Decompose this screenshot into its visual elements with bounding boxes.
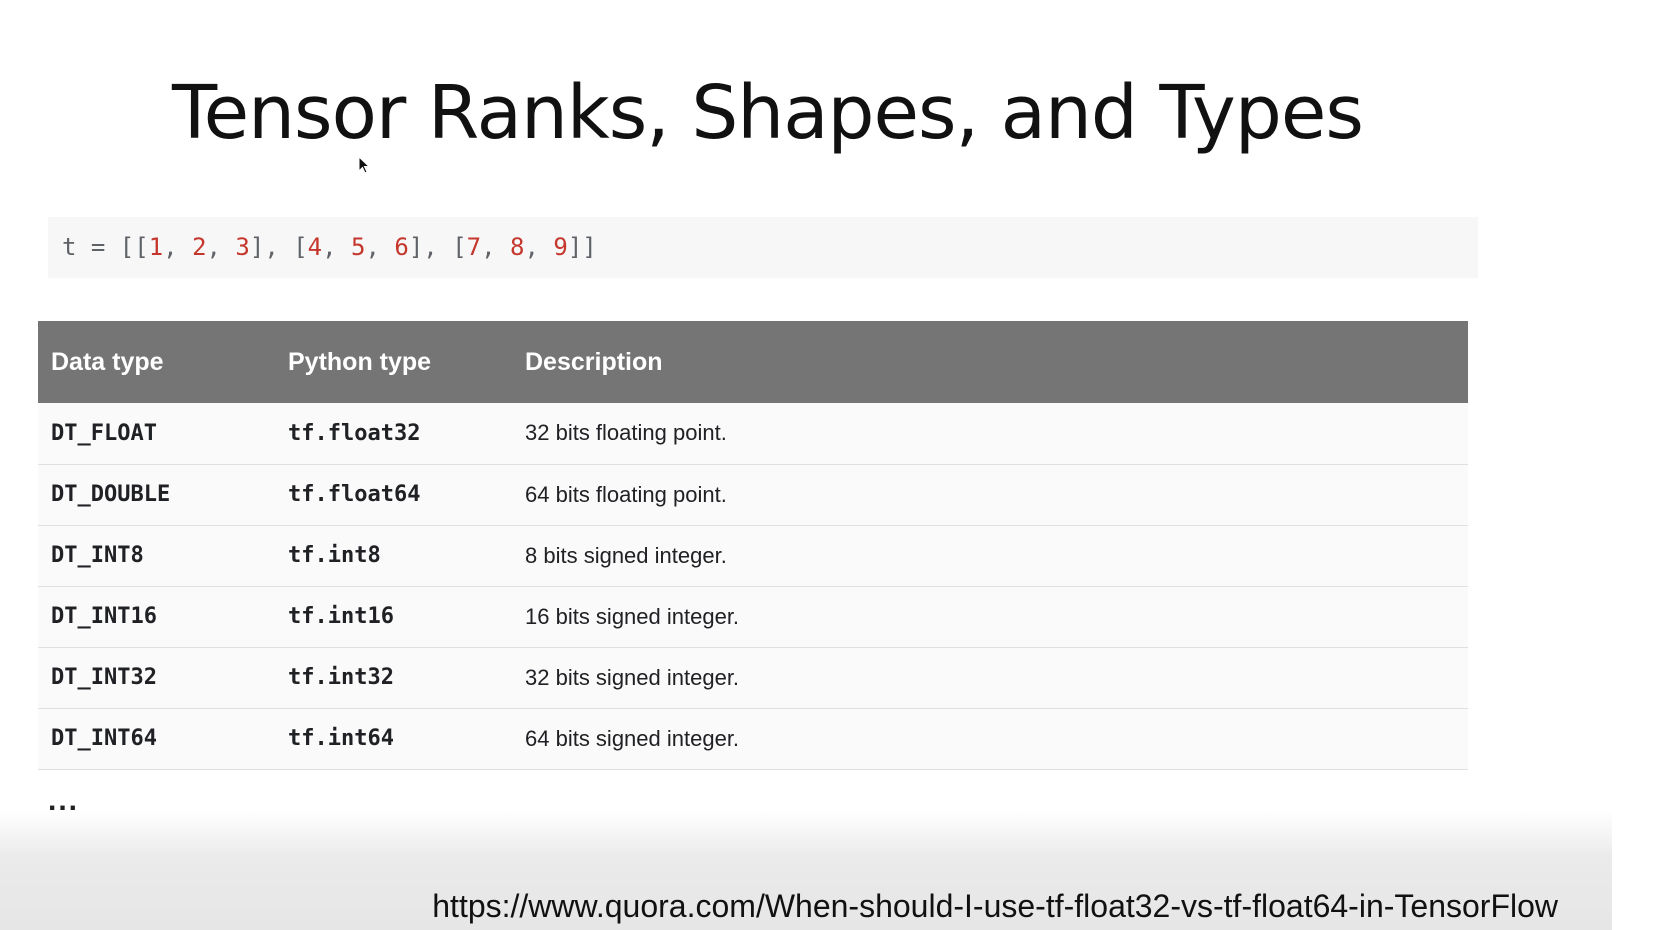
data-type-cell: DT_INT8 — [38, 525, 275, 587]
code-number: 9 — [553, 233, 568, 261]
caption-overlay — [0, 810, 1612, 930]
table-row: DT_INT16 tf.int16 16 bits signed integer… — [38, 586, 1468, 648]
description-cell: 64 bits signed integer. — [512, 708, 1468, 770]
code-number: 7 — [466, 233, 482, 261]
description-cell: 32 bits floating point. — [512, 403, 1468, 465]
code-number: 4 — [307, 233, 323, 261]
data-type-cell: DT_INT16 — [38, 586, 275, 648]
code-prefix: t = [[ — [62, 233, 149, 261]
data-type-cell: DT_FLOAT — [38, 403, 275, 465]
code-number: 2 — [192, 233, 207, 261]
python-type-cell: tf.int64 — [275, 708, 512, 770]
description-cell: 64 bits floating point. — [512, 464, 1468, 526]
data-types-table: Data type Python type Description DT_FLO… — [38, 321, 1468, 770]
header-data-type: Data type — [38, 321, 275, 403]
table-row: DT_INT64 tf.int64 64 bits signed integer… — [38, 708, 1468, 770]
header-python-type: Python type — [275, 321, 512, 403]
mouse-pointer-icon — [358, 156, 370, 174]
code-number: 1 — [148, 233, 164, 261]
data-type-cell: DT_DOUBLE — [38, 464, 275, 526]
description-cell: 32 bits signed integer. — [512, 647, 1468, 709]
source-url-caption: https://www.quora.com/When-should-I-use-… — [432, 888, 1558, 924]
description-cell: 8 bits signed integer. — [512, 525, 1468, 587]
data-type-cell: DT_INT32 — [38, 647, 275, 709]
description-cell: 16 bits signed integer. — [512, 586, 1468, 648]
table-row: DT_FLOAT tf.float32 32 bits floating poi… — [38, 403, 1468, 465]
python-type-cell: tf.int32 — [275, 647, 512, 709]
table-row: DT_DOUBLE tf.float64 64 bits floating po… — [38, 464, 1468, 526]
header-description: Description — [512, 321, 1468, 403]
python-type-cell: tf.float32 — [275, 403, 512, 465]
code-number: 5 — [351, 233, 366, 261]
code-number: 6 — [394, 233, 409, 261]
data-type-cell: DT_INT64 — [38, 708, 275, 770]
code-number: 3 — [235, 233, 250, 261]
python-type-cell: tf.int16 — [275, 586, 512, 648]
slide-title: Tensor Ranks, Shapes, and Types — [172, 70, 1364, 156]
python-type-cell: tf.float64 — [275, 464, 512, 526]
table-row: DT_INT8 tf.int8 8 bits signed integer. — [38, 525, 1468, 587]
table-row: DT_INT32 tf.int32 32 bits signed integer… — [38, 647, 1468, 709]
table-header-row: Data type Python type Description — [38, 321, 1468, 403]
python-type-cell: tf.int8 — [275, 525, 512, 587]
code-number: 8 — [510, 233, 525, 261]
code-snippet: t = [[1, 2, 3], [4, 5, 6], [7, 8, 9]] — [48, 217, 1478, 278]
